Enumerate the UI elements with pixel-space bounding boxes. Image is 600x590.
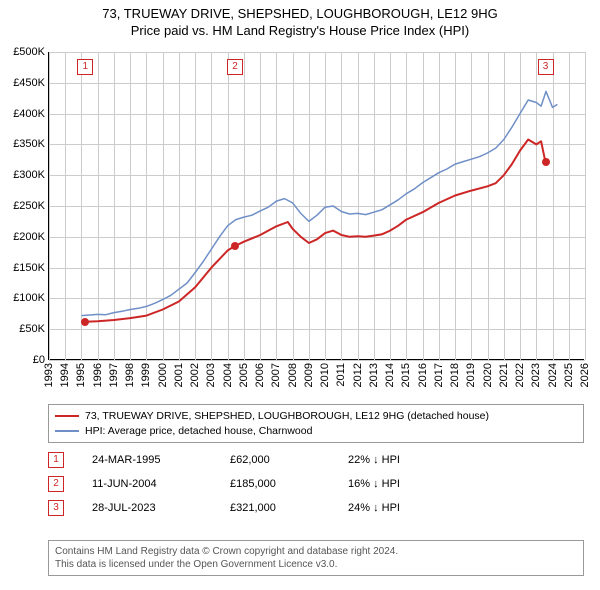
series-price_paid: [85, 140, 545, 322]
x-axis-label: 2011: [335, 363, 347, 387]
y-axis-label: £150K: [13, 262, 45, 274]
x-axis-label: 2021: [498, 363, 510, 387]
x-axis-label: 1993: [43, 363, 55, 387]
x-axis-label: 2024: [547, 363, 559, 387]
title-line-1: 73, TRUEWAY DRIVE, SHEPSHED, LOUGHBOROUG…: [0, 6, 600, 23]
x-axis-label: 2009: [303, 363, 315, 387]
sale-row-badge: 1: [48, 452, 64, 468]
x-axis-label: 1995: [75, 363, 87, 387]
y-axis-label: £50K: [19, 323, 45, 335]
sale-row-diff: 24% ↓ HPI: [348, 502, 400, 514]
y-axis-label: £100K: [13, 292, 45, 304]
x-axis-label: 2020: [482, 363, 494, 387]
sale-row-badge: 3: [48, 500, 64, 516]
series-hpi: [82, 91, 558, 315]
x-axis-label: 2006: [254, 363, 266, 387]
x-axis-label: 2022: [514, 363, 526, 387]
attribution-line-1: Contains HM Land Registry data © Crown c…: [55, 545, 577, 558]
sale-row-date: 28-JUL-2023: [92, 502, 202, 514]
legend-item: HPI: Average price, detached house, Char…: [55, 424, 577, 439]
x-axis-label: 2017: [433, 363, 445, 387]
sale-row-diff: 16% ↓ HPI: [348, 478, 400, 490]
x-axis-label: 2019: [465, 363, 477, 387]
legend: 73, TRUEWAY DRIVE, SHEPSHED, LOUGHBOROUG…: [48, 404, 584, 443]
sale-marker-dot: [81, 318, 89, 326]
x-axis-label: 2001: [173, 363, 185, 387]
sale-row-date: 24-MAR-1995: [92, 454, 202, 466]
x-axis-label: 2008: [287, 363, 299, 387]
sale-marker-dot: [231, 242, 239, 250]
x-axis-label: 2025: [563, 363, 575, 387]
y-axis-label: £350K: [13, 138, 45, 150]
grid-line-h: [49, 360, 585, 361]
attribution-line-2: This data is licensed under the Open Gov…: [55, 558, 577, 571]
sale-row-date: 11-JUN-2004: [92, 478, 202, 490]
y-axis-label: £200K: [13, 231, 45, 243]
sale-row-price: £62,000: [230, 454, 320, 466]
x-axis-label: 1996: [92, 363, 104, 387]
x-axis-label: 2026: [579, 363, 591, 387]
y-axis-label: £450K: [13, 77, 45, 89]
x-axis-label: 2005: [238, 363, 250, 387]
legend-swatch: [55, 415, 79, 417]
x-axis-label: 2003: [205, 363, 217, 387]
x-axis-label: 2010: [319, 363, 331, 387]
series-svg: [49, 52, 585, 360]
x-axis-label: 2016: [417, 363, 429, 387]
x-axis-label: 2000: [157, 363, 169, 387]
sale-row-diff: 22% ↓ HPI: [348, 454, 400, 466]
x-axis-label: 2018: [449, 363, 461, 387]
x-axis-label: 2013: [368, 363, 380, 387]
sale-marker-badge: 2: [227, 59, 243, 75]
legend-label: HPI: Average price, detached house, Char…: [85, 424, 312, 439]
x-axis-label: 2002: [189, 363, 201, 387]
sale-row-price: £321,000: [230, 502, 320, 514]
chart-title: 73, TRUEWAY DRIVE, SHEPSHED, LOUGHBOROUG…: [0, 0, 600, 40]
sale-marker-dot: [542, 158, 550, 166]
y-axis-label: £400K: [13, 108, 45, 120]
y-axis-label: £500K: [13, 46, 45, 58]
grid-line-v: [585, 52, 586, 360]
x-axis-label: 2023: [530, 363, 542, 387]
sale-row: 2 11-JUN-2004 £185,000 16% ↓ HPI: [48, 472, 400, 496]
chart-container: 73, TRUEWAY DRIVE, SHEPSHED, LOUGHBOROUG…: [0, 0, 600, 590]
x-axis-label: 2015: [400, 363, 412, 387]
x-axis-label: 2004: [222, 363, 234, 387]
x-axis-label: 2012: [352, 363, 364, 387]
sale-row-badge: 2: [48, 476, 64, 492]
sale-marker-badge: 3: [538, 59, 554, 75]
sale-marker-badge: 1: [77, 59, 93, 75]
x-axis-label: 1994: [59, 363, 71, 387]
x-axis-label: 2007: [270, 363, 282, 387]
x-axis-label: 1999: [140, 363, 152, 387]
attribution-box: Contains HM Land Registry data © Crown c…: [48, 540, 584, 576]
y-axis-label: £250K: [13, 200, 45, 212]
x-axis-label: 2014: [384, 363, 396, 387]
sale-row: 3 28-JUL-2023 £321,000 24% ↓ HPI: [48, 496, 400, 520]
sales-table: 1 24-MAR-1995 £62,000 22% ↓ HPI 2 11-JUN-2004…: [48, 448, 400, 520]
sale-row-price: £185,000: [230, 478, 320, 490]
y-axis-label: £300K: [13, 169, 45, 181]
title-line-2: Price paid vs. HM Land Registry's House …: [0, 23, 600, 40]
plot-area: £0£50K£100K£150K£200K£250K£300K£350K£400…: [48, 52, 584, 360]
x-axis-label: 1998: [124, 363, 136, 387]
x-axis-label: 1997: [108, 363, 120, 387]
legend-item: 73, TRUEWAY DRIVE, SHEPSHED, LOUGHBOROUG…: [55, 409, 577, 424]
sale-row: 1 24-MAR-1995 £62,000 22% ↓ HPI: [48, 448, 400, 472]
legend-swatch: [55, 430, 79, 432]
legend-label: 73, TRUEWAY DRIVE, SHEPSHED, LOUGHBOROUG…: [85, 409, 489, 424]
